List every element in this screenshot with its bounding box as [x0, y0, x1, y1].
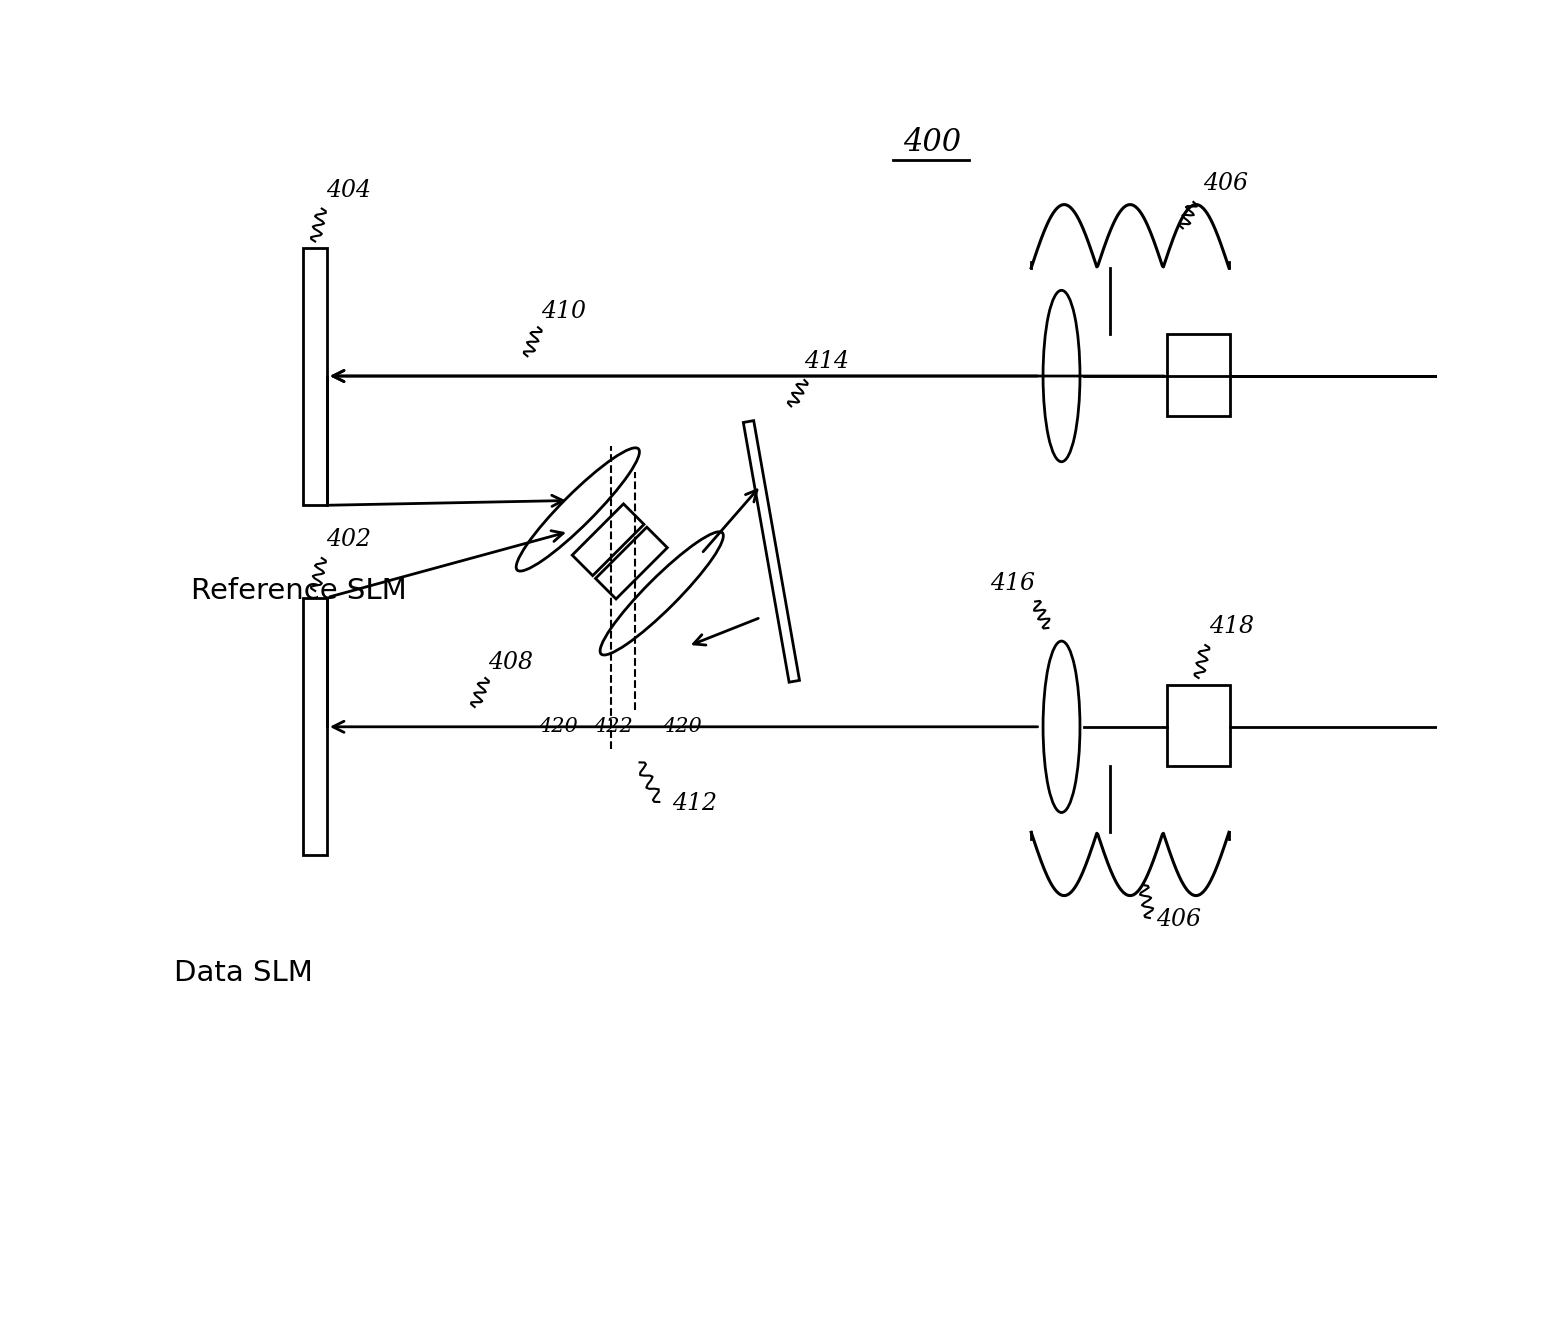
Text: 414: 414	[804, 350, 850, 373]
Text: 422: 422	[593, 717, 633, 736]
Text: 402: 402	[325, 528, 370, 552]
Text: Data SLM: Data SLM	[174, 959, 313, 987]
Bar	[596, 527, 668, 598]
Text: 416: 416	[990, 572, 1035, 594]
Text: 404: 404	[325, 179, 370, 202]
Text: 420: 420	[661, 717, 702, 736]
Bar	[1167, 334, 1231, 415]
Bar	[1167, 685, 1231, 767]
Text: 412: 412	[672, 792, 717, 815]
Text: 400: 400	[904, 127, 962, 158]
Bar	[744, 421, 800, 682]
Text: 406: 406	[1203, 173, 1248, 195]
Ellipse shape	[1043, 641, 1080, 812]
Ellipse shape	[1043, 291, 1080, 462]
Text: Reference SLM: Reference SLM	[191, 577, 408, 605]
Text: 408: 408	[489, 652, 532, 674]
Ellipse shape	[517, 447, 640, 571]
Text: 418: 418	[1209, 616, 1254, 638]
Text: 410: 410	[540, 300, 585, 324]
Ellipse shape	[601, 532, 724, 656]
Bar	[573, 504, 644, 576]
Bar	[303, 597, 327, 855]
Bar	[303, 248, 327, 506]
Text: 406: 406	[1156, 908, 1201, 932]
Text: 420: 420	[538, 717, 577, 736]
